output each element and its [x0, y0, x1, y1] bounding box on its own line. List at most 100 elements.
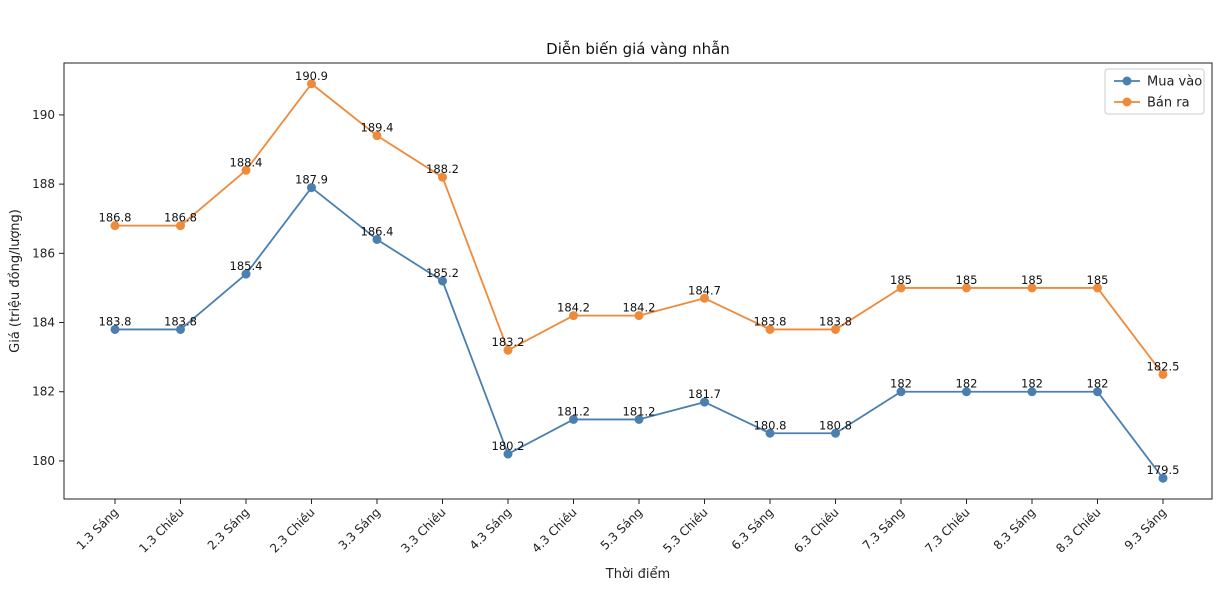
x-tick-label: 5.3 Sáng: [598, 505, 645, 552]
data-point-ban-ra: [372, 131, 382, 141]
x-tick-label: 7.3 Chiều: [922, 505, 972, 555]
data-label-ban-ra: 184.7: [688, 283, 721, 297]
x-tick-label: 8.3 Sáng: [991, 505, 1038, 552]
data-label-mua-vao: 180.8: [819, 418, 852, 432]
data-label-mua-vao: 183.8: [99, 314, 132, 328]
x-tick-label: 9.3 Sáng: [1122, 505, 1169, 552]
data-point-ban-ra: [110, 221, 120, 231]
x-tick-label: 4.3 Chiều: [529, 505, 579, 555]
data-point-ban-ra: [700, 293, 709, 303]
data-point-ban-ra: [634, 311, 644, 321]
x-tick-label: 2.3 Chiều: [267, 505, 317, 555]
data-label-mua-vao: 179.5: [1147, 463, 1180, 477]
data-point-mua-vao: [700, 397, 709, 407]
x-tick-label: 3.3 Chiều: [398, 505, 448, 555]
x-tick-label: 8.3 Chiều: [1053, 505, 1103, 555]
x-axis-title: Thời điểm: [605, 567, 670, 582]
x-tick-label: 2.3 Sáng: [205, 505, 252, 552]
data-point-ban-ra: [962, 283, 971, 293]
data-point-mua-vao: [1027, 387, 1037, 397]
data-point-mua-vao: [241, 269, 251, 279]
data-label-mua-vao: 183.8: [164, 314, 197, 328]
y-axis-ticks: 180 182 184 186 188 190: [32, 108, 64, 468]
data-point-ban-ra: [307, 79, 316, 89]
x-axis-ticks: 1.3 Sáng 1.3 Chiều 2.3 Sáng 2.3 Chiều 3.3 Sá…: [74, 499, 1169, 556]
data-label-mua-vao: 180.2: [492, 439, 525, 453]
data-point-ban-ra: [1158, 369, 1168, 379]
data-label-ban-ra: 190.9: [295, 69, 328, 83]
x-tick-label: 6.3 Chiều: [791, 505, 841, 555]
legend-marker-mua-vao: [1122, 76, 1132, 86]
data-label-mua-vao: 186.4: [361, 224, 394, 238]
data-label-ban-ra: 188.2: [426, 162, 459, 176]
data-label-mua-vao: 185.2: [426, 266, 459, 280]
data-point-ban-ra: [176, 221, 185, 231]
data-label-ban-ra: 188.4: [230, 155, 263, 169]
legend-marker-ban-ra: [1122, 97, 1132, 107]
legend-label-mua-vao: Mua vào: [1147, 75, 1202, 90]
data-point-ban-ra: [831, 324, 840, 334]
x-tick-label: 5.3 Chiều: [660, 505, 710, 555]
y-tick-label: 186: [32, 246, 55, 260]
data-point-mua-vao: [962, 387, 971, 397]
y-tick-label: 188: [32, 177, 55, 191]
y-tick-label: 184: [32, 316, 55, 330]
data-point-mua-vao: [110, 324, 120, 334]
data-point-ban-ra: [569, 311, 578, 321]
legend-label-ban-ra: Bán ra: [1147, 96, 1190, 111]
data-point-ban-ra: [503, 345, 513, 355]
data-labels: 183.8 183.8 185.4 187.9 186.4 185.2 180.2 181.2…: [99, 69, 1180, 477]
data-point-mua-vao: [1093, 387, 1102, 397]
x-tick-label: 3.3 Sáng: [336, 505, 383, 552]
data-label-ban-ra: 185: [1087, 273, 1109, 287]
data-label-ban-ra: 184.2: [557, 301, 590, 315]
data-label-ban-ra: 185: [1021, 273, 1043, 287]
data-point-mua-vao: [831, 428, 840, 438]
data-label-ban-ra: 183.8: [754, 314, 787, 328]
data-label-mua-vao: 180.8: [754, 418, 787, 432]
series-layer: [110, 79, 1168, 483]
x-tick-label: 1.3 Chiều: [136, 505, 186, 555]
data-label-ban-ra: 182.5: [1147, 359, 1180, 373]
data-label-mua-vao: 181.2: [623, 404, 656, 418]
data-point-mua-vao: [765, 428, 775, 438]
y-tick-label: 182: [32, 385, 55, 399]
data-label-mua-vao: 185.4: [230, 259, 263, 273]
y-tick-label: 180: [32, 454, 55, 468]
data-label-ban-ra: 186.8: [164, 211, 197, 225]
data-point-ban-ra: [241, 165, 251, 175]
data-point-mua-vao: [438, 276, 447, 286]
x-tick-label: 4.3 Sáng: [467, 505, 514, 552]
data-point-mua-vao: [372, 234, 382, 244]
y-axis-title: Giá (triệu đồng/lượng): [8, 209, 23, 353]
data-point-mua-vao: [503, 449, 513, 459]
data-point-ban-ra: [765, 324, 775, 334]
data-label-ban-ra: 189.4: [361, 121, 394, 135]
data-point-mua-vao: [569, 414, 578, 424]
legend: Mua vào Bán ra: [1104, 68, 1205, 115]
data-label-mua-vao: 182: [890, 377, 912, 391]
data-point-ban-ra: [438, 172, 447, 182]
data-point-mua-vao: [307, 183, 316, 193]
data-point-mua-vao: [896, 387, 906, 397]
data-label-mua-vao: 181.2: [557, 404, 590, 418]
x-tick-label: 6.3 Sáng: [729, 505, 776, 552]
data-point-mua-vao: [634, 414, 644, 424]
data-label-mua-vao: 182: [1021, 377, 1043, 391]
plot-background: [64, 63, 1212, 499]
data-label-ban-ra: 184.2: [623, 301, 656, 315]
x-tick-label: 7.3 Sáng: [860, 505, 907, 552]
y-tick-label: 190: [32, 108, 55, 122]
data-point-mua-vao: [176, 324, 185, 334]
data-label-ban-ra: 183.8: [819, 314, 852, 328]
data-label-ban-ra: 185: [890, 273, 912, 287]
data-label-mua-vao: 187.9: [295, 173, 328, 187]
data-point-ban-ra: [896, 283, 906, 293]
data-label-mua-vao: 182: [956, 377, 978, 391]
plot-frame: [63, 62, 1213, 500]
data-label-mua-vao: 182: [1087, 377, 1109, 391]
data-label-mua-vao: 181.7: [688, 387, 721, 401]
data-point-mua-vao: [1158, 473, 1168, 483]
data-label-ban-ra: 186.8: [99, 211, 132, 225]
data-label-ban-ra: 183.2: [492, 335, 525, 349]
